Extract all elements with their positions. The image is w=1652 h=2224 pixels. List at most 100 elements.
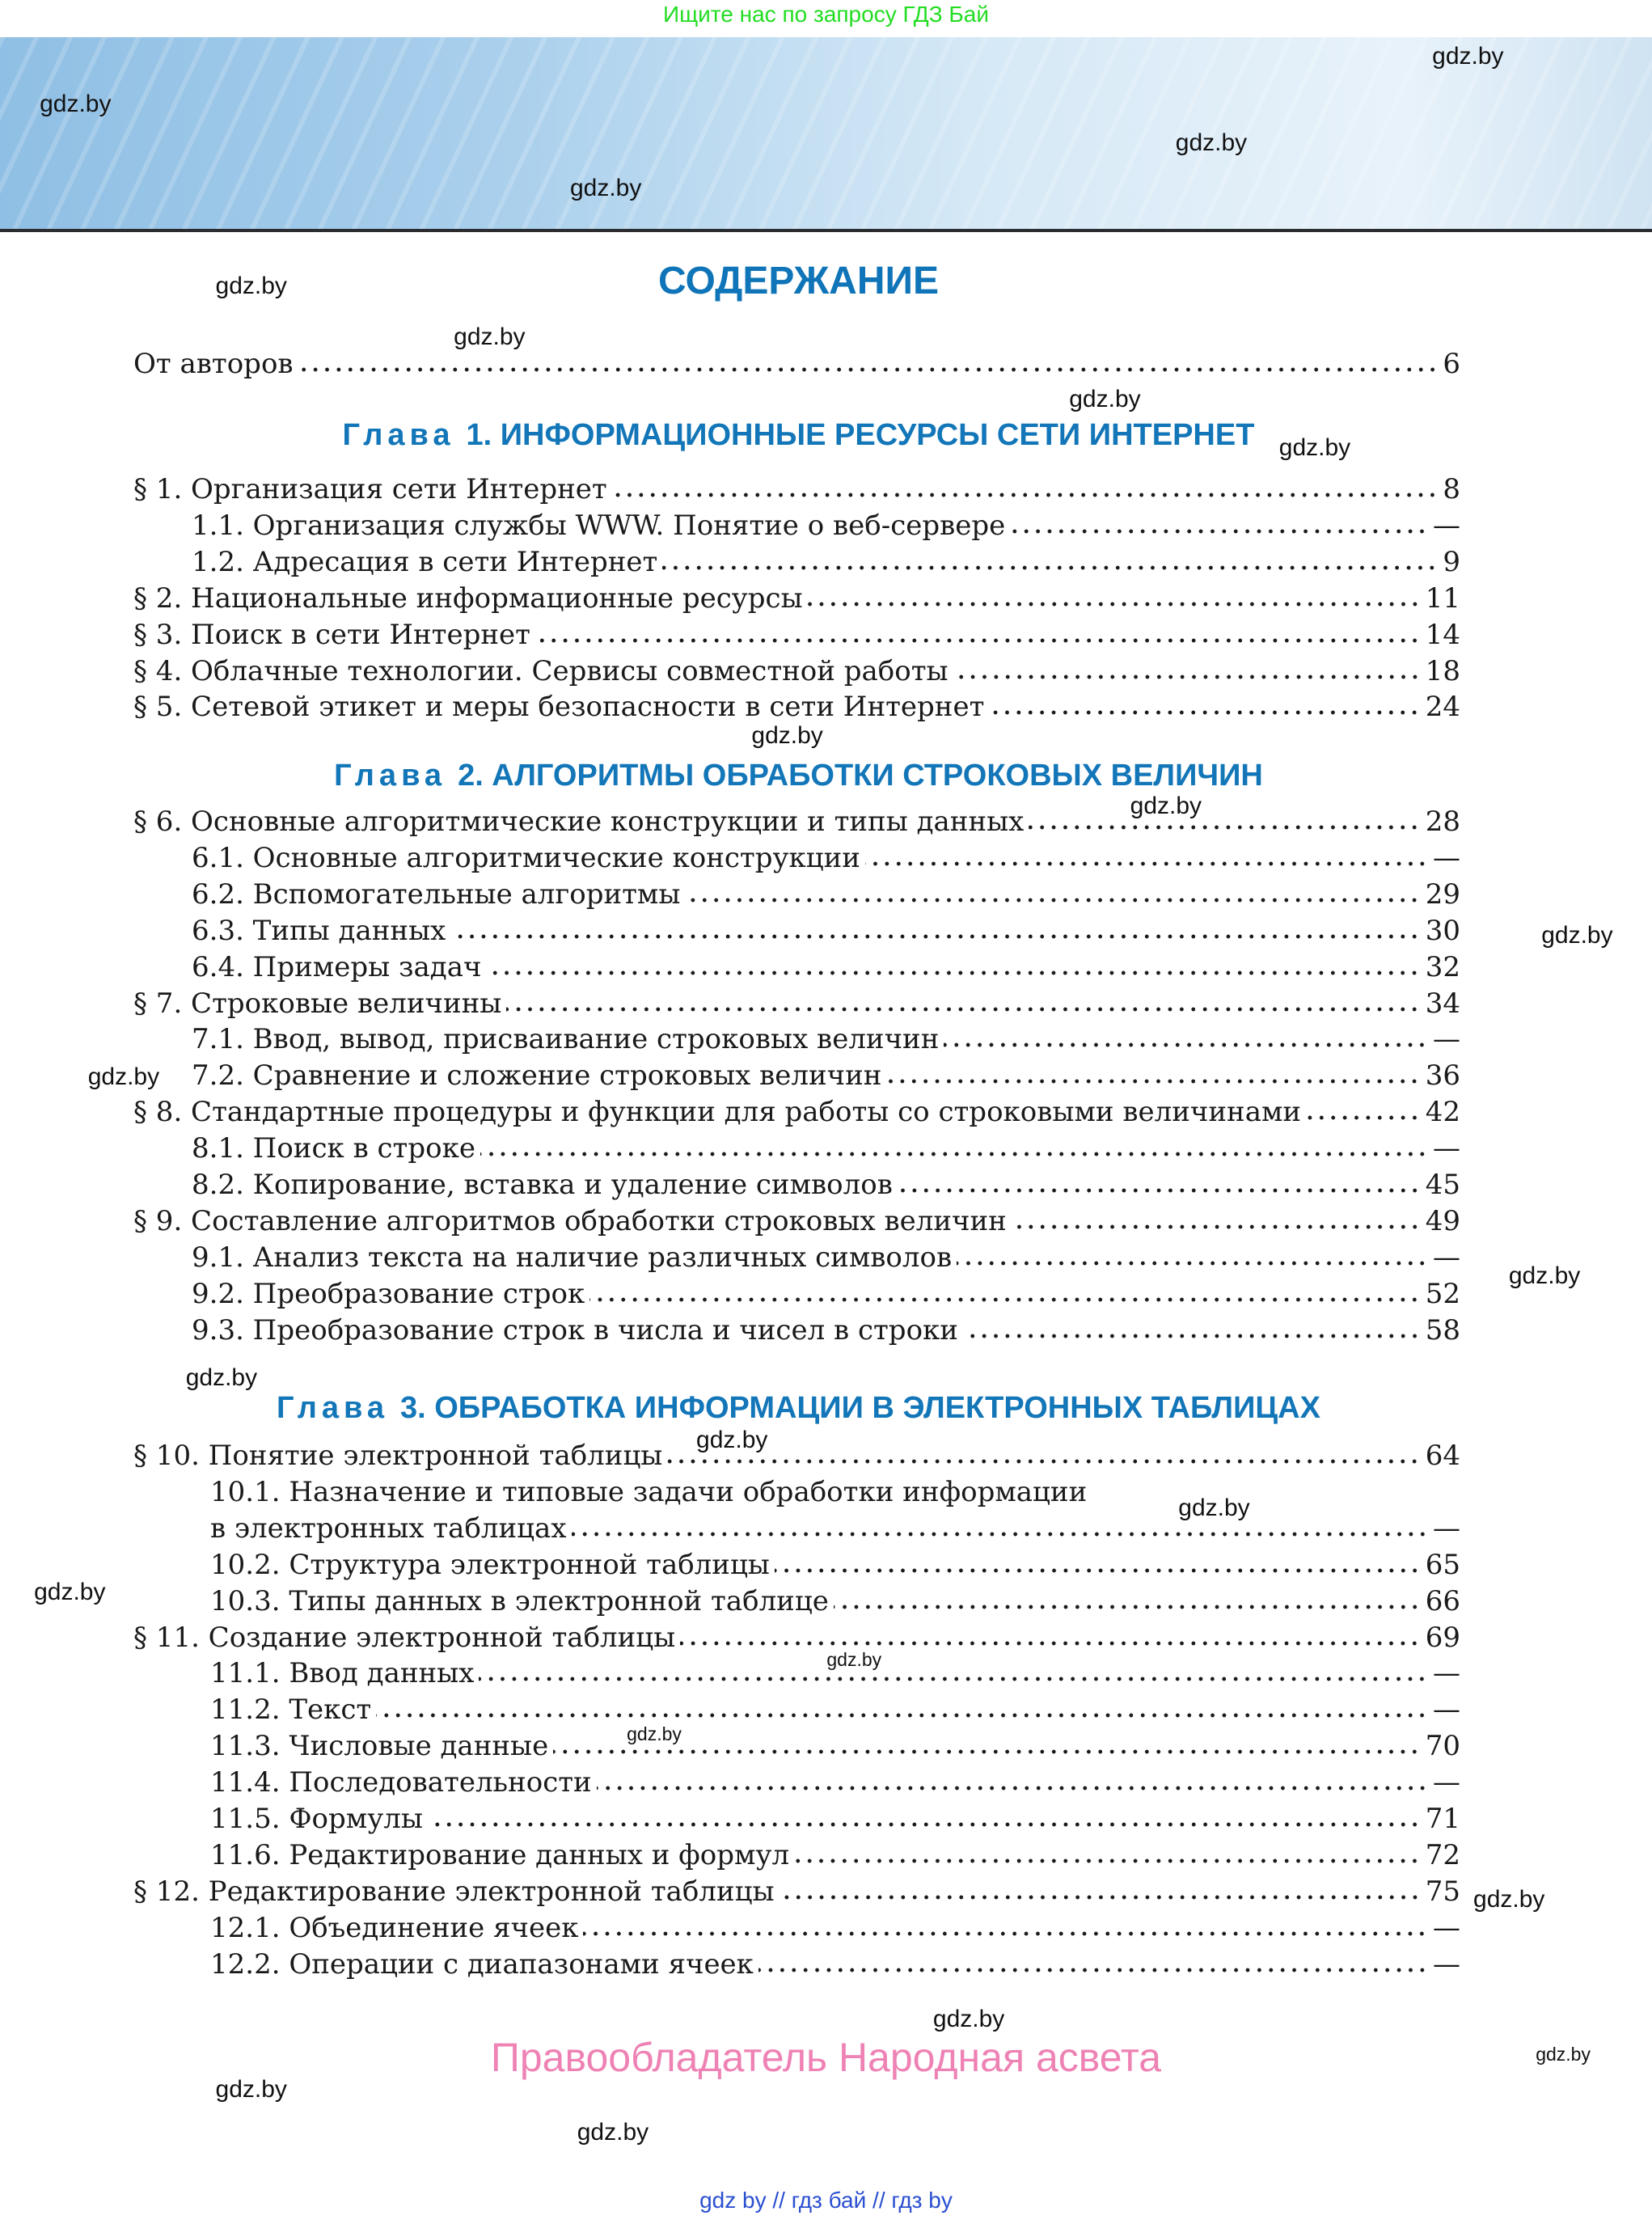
toc-page: 75 (1425, 1875, 1460, 1908)
chapter-word: Глава (334, 759, 447, 793)
toc-page: 11 (1425, 581, 1460, 615)
toc-section[interactable]: § 4. Облачные технологии. Сервисы совмес… (133, 655, 1460, 691)
dot-leader (886, 1078, 1421, 1085)
toc-section[interactable]: § 9. Составление алгоритмов обработки ст… (133, 1205, 1460, 1241)
toc-label: 6.4. Примеры задач (192, 950, 482, 983)
toc-subsection[interactable]: 6.4. Примеры задач 32 (192, 951, 1460, 987)
toc-label: 9.1. Анализ текста на наличие различных … (192, 1241, 953, 1274)
toc-label: § 12. Редактирование электронной таблицы (133, 1875, 775, 1908)
dot-leader (953, 673, 1421, 680)
watermark: gdz.by (569, 174, 642, 201)
toc-subsection[interactable]: 10.3. Типы данных в электронной таблице 6… (210, 1585, 1460, 1621)
toc-page: 45 (1425, 1169, 1460, 1201)
header-banner-image (0, 37, 1652, 229)
toc-label: § 4. Облачные технологии. Сервисы совмес… (133, 654, 949, 687)
dot-leader (833, 1603, 1421, 1610)
toc-subsection[interactable]: 11.1. Ввод данных — (210, 1657, 1460, 1693)
toc-page: 9 (1443, 545, 1460, 578)
toc-subsection[interactable]: 8.1. Поиск в строке — (192, 1132, 1460, 1168)
dot-leader (479, 1676, 1428, 1683)
toc-subsection[interactable]: 11.6. Редактирование данных и формул 72 (210, 1839, 1460, 1875)
watermark: gdz.by (1536, 2044, 1591, 2065)
toc-subsection[interactable]: в электронных таблицах — (210, 1512, 1460, 1548)
bottom-link[interactable]: гдз бай (791, 2188, 867, 2213)
chapter-word: Глава (277, 1391, 389, 1425)
toc-section[interactable]: § 6. Основные алгоритмические конструкци… (133, 805, 1460, 841)
toc-page: 66 (1425, 1584, 1460, 1617)
watermark: gdz.by (1178, 1495, 1250, 1522)
toc-section[interactable]: § 5. Сетевой этикет и меры безопасности … (133, 691, 1460, 726)
bottom-link[interactable]: gdz by (699, 2188, 767, 2213)
toc-page: 58 (1425, 1313, 1460, 1347)
toc-section[interactable]: § 12. Редактирование электронной таблицы… (133, 1875, 1460, 1911)
chapter-heading: Глава 3. ОБРАБОТКА ИНФОРМАЦИИ В ЭЛЕКТРОНН… (0, 1391, 1597, 1426)
toc-page: 29 (1425, 877, 1460, 911)
toc-section[interactable]: § 8. Стандартные процедуры и функции для… (133, 1096, 1460, 1131)
dot-leader (611, 492, 1439, 498)
toc-page: — (1433, 1132, 1460, 1165)
toc-label: 1.1. Организация службы WWW. Понятие о в… (192, 509, 1006, 542)
toc-label: § 1. Организация сети Интернет (133, 473, 607, 505)
toc-subsection[interactable]: 6.1. Основные алгоритмические конструкци… (192, 842, 1460, 877)
toc-section[interactable]: § 7. Строковые величины 34 (133, 987, 1460, 1023)
toc-label: 8.1. Поиск в строке (192, 1132, 475, 1165)
dot-leader (864, 860, 1428, 867)
dot-leader (680, 1639, 1421, 1647)
watermark: gdz.by (751, 721, 823, 749)
toc-subsection[interactable]: 1.2. Адресация в сети Интернет 9 (192, 546, 1460, 581)
toc-label: 12.1. Объединение ячеек (210, 1911, 579, 1944)
toc-label: § 5. Сетевой этикет и меры безопасности … (133, 691, 985, 724)
toc-subsection[interactable]: 1.1. Организация службы WWW. Понятие о в… (192, 509, 1460, 545)
dot-leader (1010, 527, 1428, 535)
toc-label: 10.2. Структура электронной таблицы (210, 1548, 770, 1581)
toc-subsection[interactable]: 11.5. Формулы 71 (210, 1803, 1460, 1838)
watermark: gdz.by (932, 2005, 1005, 2032)
dot-leader (685, 896, 1421, 903)
toc-page: 8 (1443, 473, 1460, 505)
chapter-word: Глава (342, 418, 455, 452)
watermark: gdz.by (1069, 385, 1141, 412)
toc-label: 6.3. Типы данных (192, 914, 446, 947)
toc-subsection[interactable]: 11.4. Последовательности — (210, 1766, 1460, 1802)
toc-subsection[interactable]: 12.1. Объединение ячеек — (210, 1912, 1460, 1947)
toc-subsection[interactable]: 10.1. Назначение и типовые задачи обрабо… (210, 1476, 1460, 1512)
toc-subsection[interactable]: 10.2. Структура электронной таблицы 65 (210, 1549, 1460, 1584)
watermark: gdz.by (185, 1364, 258, 1391)
toc-subsection[interactable]: 6.2. Вспомогательные алгоритмы 29 (192, 878, 1460, 914)
toc-page: 71 (1425, 1803, 1460, 1835)
toc-label: 9.3. Преобразование строк в числа и чисе… (192, 1313, 958, 1347)
toc-subsection[interactable]: 6.3. Типы данных 30 (192, 915, 1460, 950)
toc-section[interactable]: § 2. Национальные информационные ресурсы… (133, 582, 1460, 618)
toc-section[interactable]: § 10. Понятие электронной таблицы 64 (133, 1440, 1460, 1475)
watermark: gdz.by (215, 2076, 287, 2103)
dot-leader (807, 600, 1421, 607)
toc-subsection[interactable]: 9.2. Преобразование строк 52 (192, 1278, 1460, 1313)
dot-leader (774, 1567, 1421, 1574)
watermark: gdz.by (1175, 129, 1248, 156)
toc-subsection[interactable]: 7.2. Сравнение и сложение строковых вели… (192, 1059, 1460, 1095)
dot-leader (589, 1296, 1421, 1303)
toc-section[interactable]: § 11. Создание электронной таблицы 69 (133, 1621, 1460, 1657)
toc-page: — (1433, 1241, 1460, 1274)
toc-subsection[interactable]: 9.1. Анализ текста на наличие различных … (192, 1241, 1460, 1277)
toc-entry-intro[interactable]: От авторов 6 (133, 348, 1460, 383)
toc-section[interactable]: § 3. Поиск в сети Интернет 14 (133, 619, 1460, 654)
watermark: gdz.by (215, 272, 287, 299)
watermark: gdz.by (577, 2118, 649, 2146)
dot-leader (450, 932, 1421, 940)
toc-subsection[interactable]: 7.1. Ввод, вывод, присваивание строковых… (192, 1023, 1460, 1059)
toc-subsection[interactable]: 11.2. Текст — (210, 1693, 1460, 1729)
toc-subsection[interactable]: 8.2. Копирование, вставка и удаление сим… (192, 1169, 1460, 1204)
watermark: gdz.by (696, 1427, 768, 1454)
dot-leader (583, 1930, 1428, 1937)
toc-subsection[interactable]: 11.3. Числовые данные 70 (210, 1730, 1460, 1765)
bottom-link[interactable]: гдз by (891, 2188, 953, 2213)
toc-subsection[interactable]: 12.2. Операции с диапазонами ячеек — (210, 1948, 1460, 1984)
watermark: gdz.by (1130, 793, 1202, 820)
toc-subsection[interactable]: 9.3. Преобразование строк в числа и чисе… (192, 1314, 1460, 1350)
bottom-links: gdz by // гдз бай // гдз by (0, 2188, 1652, 2213)
toc-section[interactable]: § 1. Организация сети Интернет 8 (133, 473, 1460, 509)
toc-page: 6 (1443, 348, 1460, 380)
dot-leader (944, 1042, 1428, 1049)
toc-label: § 9. Составление алгоритмов обработки ст… (133, 1204, 1007, 1237)
